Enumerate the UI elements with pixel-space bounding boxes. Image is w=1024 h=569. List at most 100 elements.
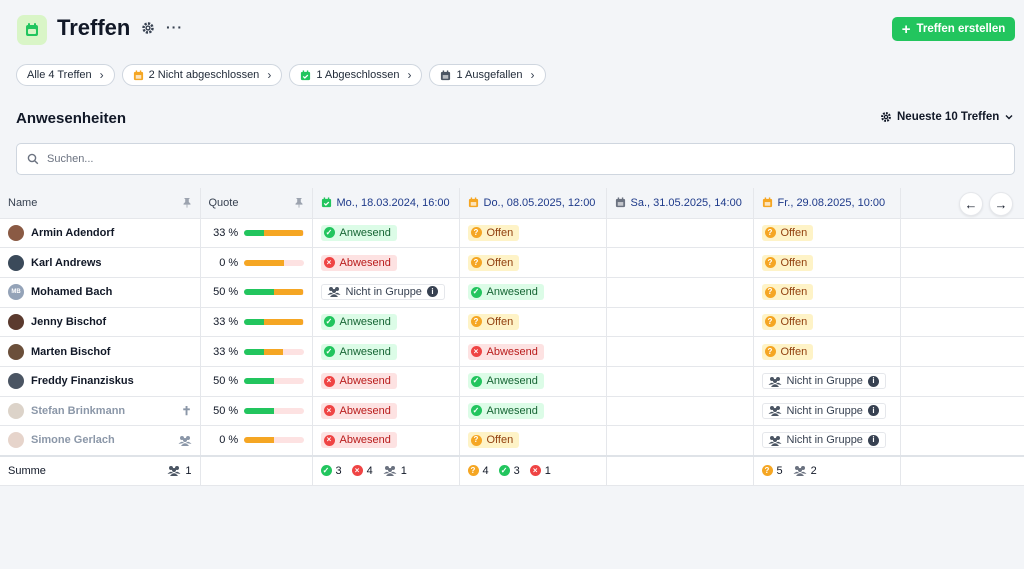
- scroll-left-button[interactable]: ←: [959, 192, 983, 216]
- name-cell[interactable]: Armin Adendorf: [0, 218, 201, 249]
- name-cell[interactable]: Freddy Finanziskus: [0, 366, 201, 397]
- attendance-cell[interactable]: ? Offen: [459, 425, 607, 456]
- attendance-cell[interactable]: ? Offen: [459, 307, 607, 338]
- attendance-cell[interactable]: [606, 277, 754, 308]
- attendance-cell[interactable]: ✓ Anwesend: [459, 277, 607, 308]
- filter-not-completed[interactable]: 2 Nicht abgeschlossen ›: [121, 64, 283, 86]
- table-row[interactable]: Marten Bischof 33 % ✓ Anwesend × Abwesend? Off…: [0, 336, 1024, 367]
- attendance-cell[interactable]: ? Offen: [459, 218, 607, 249]
- attendance-cell[interactable]: × Abwesend: [459, 336, 607, 367]
- attendance-cell[interactable]: × Abwesend: [312, 425, 460, 456]
- quote-bar-open: [263, 348, 284, 355]
- attendance-cell[interactable]: ? Offen: [753, 277, 901, 308]
- attendance-cell[interactable]: [606, 218, 754, 249]
- name-cell[interactable]: Jenny Bischof: [0, 307, 201, 338]
- table-row[interactable]: Jenny Bischof 33 % ✓ Anwesend? Offen? Offen: [0, 307, 1024, 338]
- status-badge-absent[interactable]: × Abwesend: [467, 343, 544, 360]
- question-circle-icon: ?: [470, 434, 482, 446]
- status-badge-open[interactable]: ? Offen: [467, 254, 520, 271]
- attendance-cell[interactable]: [606, 336, 754, 367]
- status-badge-absent[interactable]: × Abwesend: [320, 254, 397, 271]
- attendance-cell[interactable]: [606, 307, 754, 338]
- table-row[interactable]: Stefan Brinkmann ✝ 50 % × Abwesend ✓ Anwesend N…: [0, 396, 1024, 427]
- filter-completed[interactable]: 1 Abgeschlossen ›: [289, 64, 423, 86]
- column-header-date-4[interactable]: Fr., 29.08.2025, 10:00: [753, 188, 901, 219]
- attendance-cell[interactable]: ? Offen: [753, 247, 901, 278]
- filter-all-meetings[interactable]: Alle 4 Treffen ›: [16, 64, 115, 86]
- table-row[interactable]: Karl Andrews 0 % × Abwesend ? Offen ? Offen: [0, 247, 1024, 278]
- attendance-cell[interactable]: Nicht in Gruppe i: [753, 425, 901, 456]
- status-badge-not-in-group[interactable]: Nicht in Gruppe i: [320, 283, 445, 300]
- status-badge-open[interactable]: ? Offen: [467, 313, 520, 330]
- quote-cell: 0 %: [200, 247, 313, 278]
- attendance-cell[interactable]: Nicht in Gruppe i: [753, 366, 901, 397]
- column-header-date-2[interactable]: Do., 08.05.2025, 12:00: [459, 188, 607, 219]
- filter-cancelled[interactable]: 1 Ausgefallen ›: [429, 64, 546, 86]
- column-header-name[interactable]: Name: [0, 188, 201, 219]
- table-row[interactable]: Freddy Finanziskus 50 % × Abwesend ✓ Anwesend…: [0, 366, 1024, 397]
- name-cell[interactable]: Marten Bischof: [0, 336, 201, 367]
- status-badge-open[interactable]: ? Offen: [761, 224, 814, 241]
- more-menu-button[interactable]: ···: [166, 19, 183, 35]
- info-icon[interactable]: i: [867, 405, 879, 417]
- status-badge-present[interactable]: ✓ Anwesend: [467, 402, 544, 419]
- column-header-date-3[interactable]: Sa., 31.05.2025, 14:00: [606, 188, 754, 219]
- attendance-cell[interactable]: × Abwesend: [312, 247, 460, 278]
- attendance-cell[interactable]: [606, 366, 754, 397]
- attendance-cell[interactable]: ✓ Anwesend: [312, 218, 460, 249]
- status-badge-not-in-group[interactable]: Nicht in Gruppe i: [761, 373, 886, 390]
- info-icon[interactable]: i: [867, 434, 879, 446]
- info-icon[interactable]: i: [426, 286, 438, 298]
- attendance-cell[interactable]: ? Offen: [753, 218, 901, 249]
- name-cell[interactable]: Karl Andrews: [0, 247, 201, 278]
- attendance-cell[interactable]: ? Offen: [753, 336, 901, 367]
- table-row[interactable]: Simone Gerlach 0 % × Abwesend? Offen Nicht in…: [0, 425, 1024, 456]
- status-badge-not-in-group[interactable]: Nicht in Gruppe i: [761, 432, 886, 449]
- status-badge-present[interactable]: ✓ Anwesend: [320, 224, 397, 241]
- settings-gear-icon[interactable]: [141, 21, 155, 35]
- status-badge-open[interactable]: ? Offen: [761, 313, 814, 330]
- search-input[interactable]: [47, 153, 947, 165]
- status-badge-open[interactable]: ? Offen: [467, 224, 520, 241]
- attendance-cell[interactable]: ✓ Anwesend: [312, 307, 460, 338]
- attendance-cell[interactable]: Nicht in Gruppe i: [753, 396, 901, 427]
- status-badge-present[interactable]: ✓ Anwesend: [320, 313, 397, 330]
- attendance-cell[interactable]: × Abwesend: [312, 366, 460, 397]
- attendance-cell[interactable]: ? Offen: [459, 247, 607, 278]
- attendance-cell[interactable]: ✓ Anwesend: [312, 336, 460, 367]
- column-header-date-1[interactable]: Mo., 18.03.2024, 16:00: [312, 188, 460, 219]
- attendance-cell[interactable]: × Abwesend: [312, 396, 460, 427]
- status-label: Offen: [780, 256, 808, 269]
- status-badge-absent[interactable]: × Abwesend: [320, 432, 397, 449]
- create-meeting-button[interactable]: + Treffen erstellen: [892, 17, 1015, 41]
- table-row[interactable]: Armin Adendorf 33 % ✓ Anwesend? Offen? Offen: [0, 218, 1024, 249]
- name-cell[interactable]: Stefan Brinkmann ✝: [0, 396, 201, 427]
- info-icon[interactable]: i: [867, 375, 879, 387]
- status-badge-open[interactable]: ? Offen: [761, 284, 814, 301]
- attendance-cell[interactable]: ✓ Anwesend: [459, 366, 607, 397]
- status-badge-open[interactable]: ? Offen: [467, 432, 520, 449]
- status-badge-open[interactable]: ? Offen: [761, 343, 814, 360]
- column-header-quote[interactable]: Quote: [200, 188, 313, 219]
- status-badge-open[interactable]: ? Offen: [761, 254, 814, 271]
- status-badge-not-in-group[interactable]: Nicht in Gruppe i: [761, 402, 886, 419]
- table-row[interactable]: MB Mohamed Bach 50 % Nicht in Gruppe i ✓ Anwes…: [0, 277, 1024, 308]
- pin-icon[interactable]: [294, 197, 304, 208]
- status-badge-present[interactable]: ✓ Anwesend: [320, 343, 397, 360]
- attendance-cell[interactable]: ✓ Anwesend: [459, 396, 607, 427]
- pin-icon[interactable]: [182, 197, 192, 208]
- attendance-cell[interactable]: [606, 396, 754, 427]
- attendance-cell[interactable]: Nicht in Gruppe i: [312, 277, 460, 308]
- scroll-right-button[interactable]: →: [989, 192, 1013, 216]
- attendance-cell[interactable]: [606, 425, 754, 456]
- status-badge-present[interactable]: ✓ Anwesend: [467, 284, 544, 301]
- status-badge-absent[interactable]: × Abwesend: [320, 402, 397, 419]
- spacer-cell: [900, 336, 1024, 367]
- sort-dropdown[interactable]: Neueste 10 Treffen: [880, 111, 1014, 123]
- name-cell[interactable]: MB Mohamed Bach: [0, 277, 201, 308]
- name-cell[interactable]: Simone Gerlach: [0, 425, 201, 456]
- attendance-cell[interactable]: ? Offen: [753, 307, 901, 338]
- status-badge-present[interactable]: ✓ Anwesend: [467, 373, 544, 390]
- status-badge-absent[interactable]: × Abwesend: [320, 373, 397, 390]
- attendance-cell[interactable]: [606, 247, 754, 278]
